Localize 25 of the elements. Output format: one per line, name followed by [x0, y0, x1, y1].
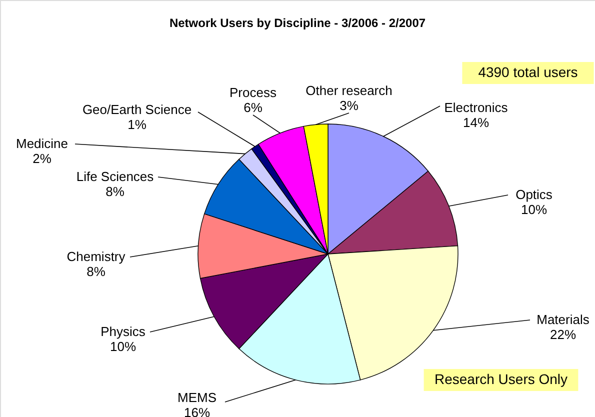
slice-label: Process	[230, 85, 277, 100]
data-label: 2%	[32, 151, 52, 166]
slice-label: MEMS	[178, 390, 217, 405]
slice-label: Life Sciences	[76, 169, 154, 184]
slice-label: Optics	[516, 187, 553, 202]
slice-label: Other research	[306, 83, 392, 98]
slice-label: Physics	[100, 324, 146, 339]
chart-title: Network Users by Discipline - 3/2006 - 2/2007	[169, 16, 426, 30]
data-label: 10%	[110, 339, 136, 354]
data-label: 8%	[86, 264, 106, 279]
data-label: 14%	[462, 115, 490, 130]
data-label: 1%	[128, 117, 147, 132]
data-label: 16%	[184, 405, 210, 417]
slice-label: Geo/Earth Science	[82, 102, 192, 117]
text: 4390 total users	[478, 64, 578, 80]
data-label: 8%	[106, 184, 125, 199]
slice-label: Materials	[536, 312, 590, 327]
data-label: 3%	[340, 98, 359, 113]
text: Research Users Only	[434, 371, 568, 387]
slice-label: Medicine	[16, 136, 68, 151]
data-label: 6%	[244, 100, 263, 115]
slice-label: Electronics	[444, 100, 508, 115]
data-label: 10%	[520, 202, 548, 217]
slice-label: Chemistry	[66, 249, 126, 264]
data-label: 22%	[550, 327, 576, 342]
